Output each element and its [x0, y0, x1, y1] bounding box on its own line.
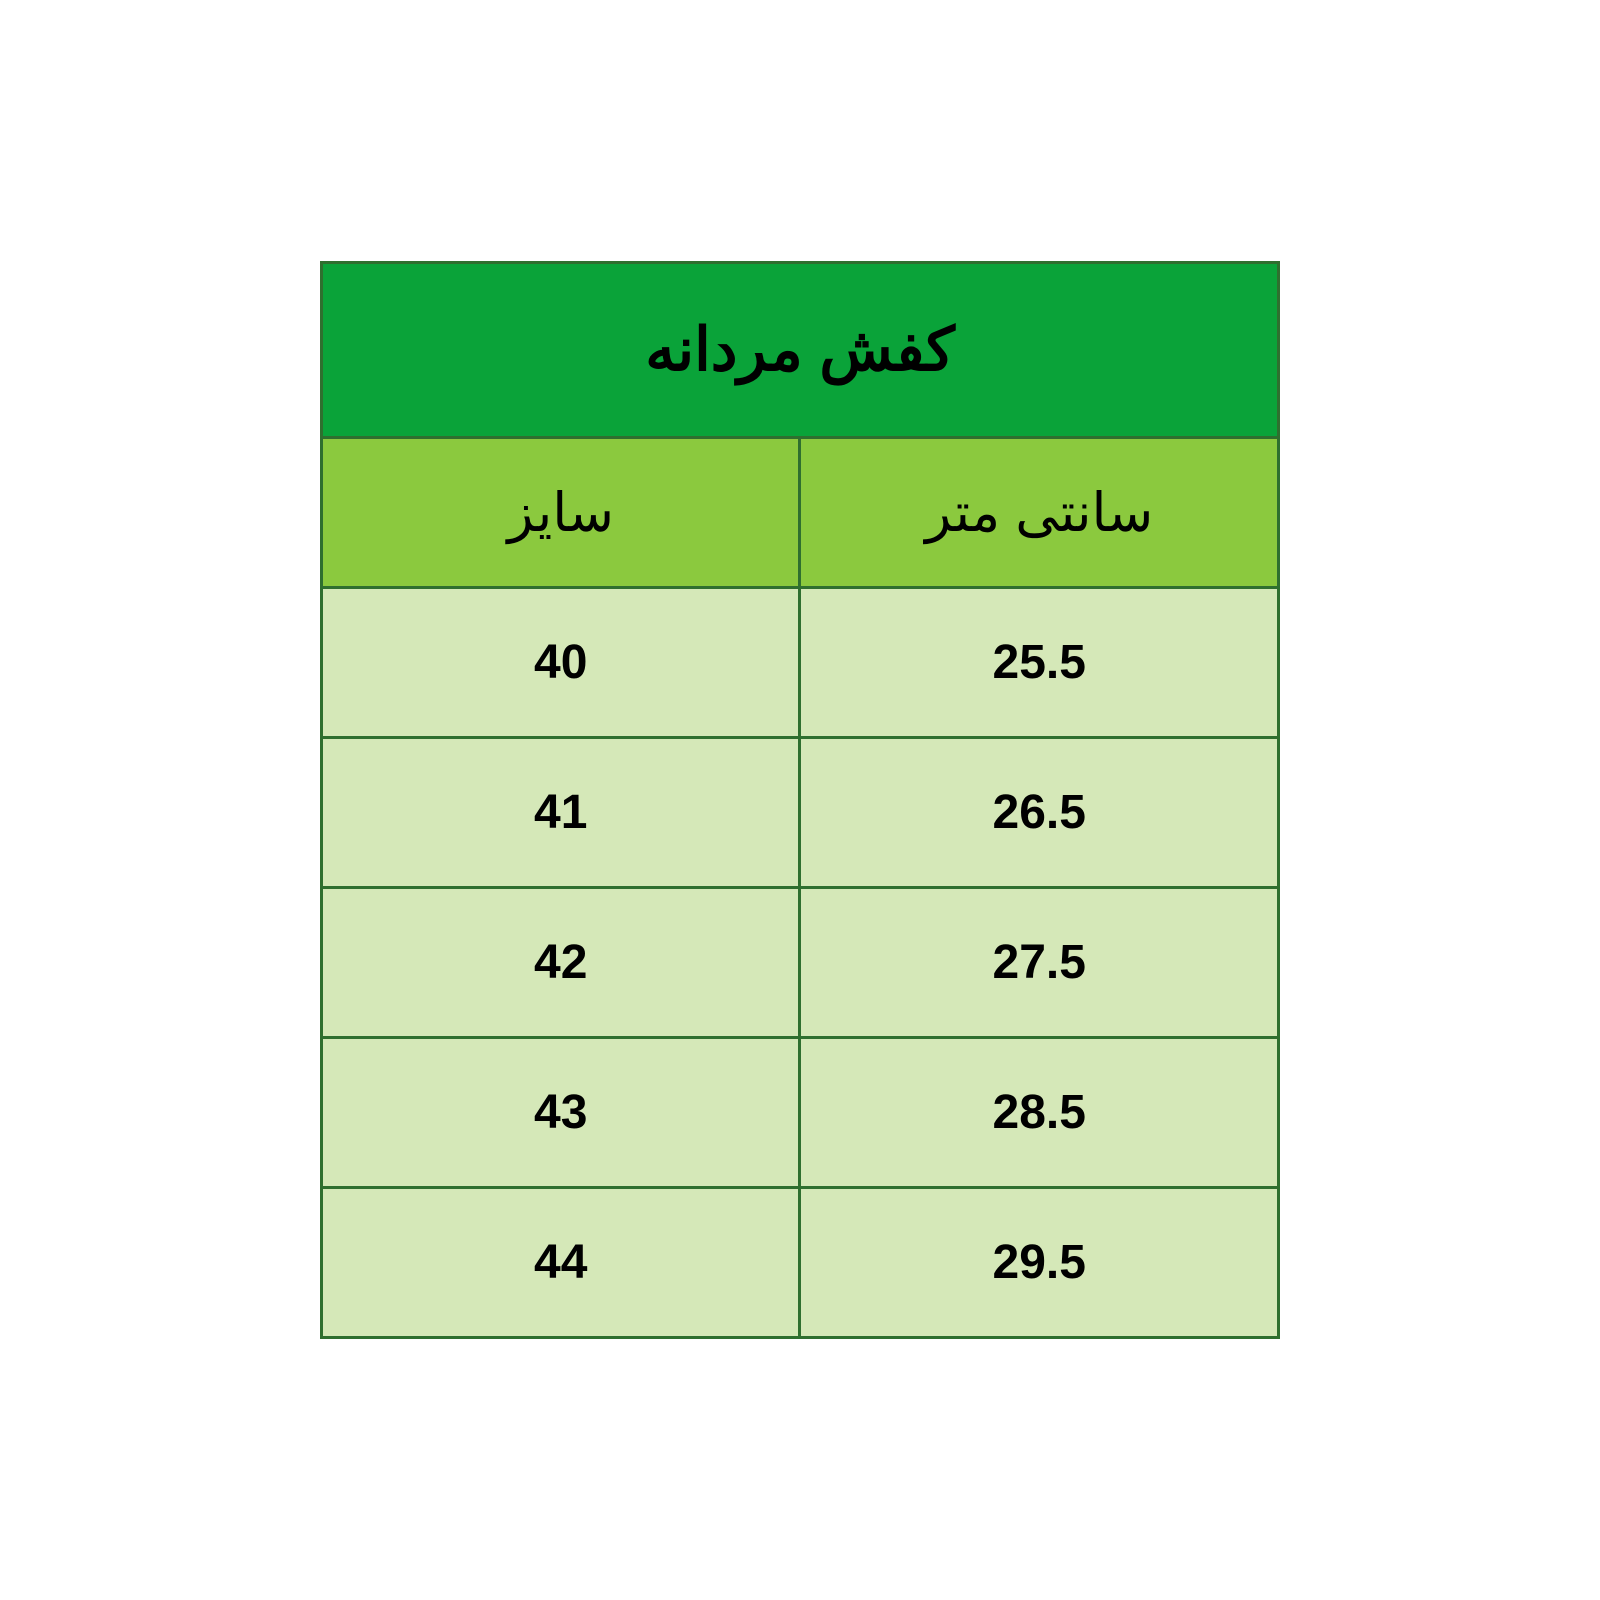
cell-size: 43 — [322, 1038, 800, 1188]
cell-size: 44 — [322, 1188, 800, 1338]
header-row: سانتی متر سایز — [322, 438, 1279, 588]
cell-cm: 27.5 — [800, 888, 1279, 1038]
table-row: 27.5 42 — [322, 888, 1279, 1038]
cell-size: 41 — [322, 738, 800, 888]
table-row: 28.5 43 — [322, 1038, 1279, 1188]
cell-cm: 29.5 — [800, 1188, 1279, 1338]
table-title: کفش مردانه — [322, 263, 1279, 438]
cell-cm: 28.5 — [800, 1038, 1279, 1188]
cell-size: 40 — [322, 588, 800, 738]
cell-size: 42 — [322, 888, 800, 1038]
table-row: 26.5 41 — [322, 738, 1279, 888]
table-row: 29.5 44 — [322, 1188, 1279, 1338]
cell-cm: 25.5 — [800, 588, 1279, 738]
col-header-size: سایز — [322, 438, 800, 588]
col-header-cm: سانتی متر — [800, 438, 1279, 588]
title-row: کفش مردانه — [322, 263, 1279, 438]
table-row: 25.5 40 — [322, 588, 1279, 738]
table: کفش مردانه سانتی متر سایز 25.5 40 26.5 4… — [320, 261, 1280, 1339]
size-table: کفش مردانه سانتی متر سایز 25.5 40 26.5 4… — [320, 261, 1280, 1339]
cell-cm: 26.5 — [800, 738, 1279, 888]
